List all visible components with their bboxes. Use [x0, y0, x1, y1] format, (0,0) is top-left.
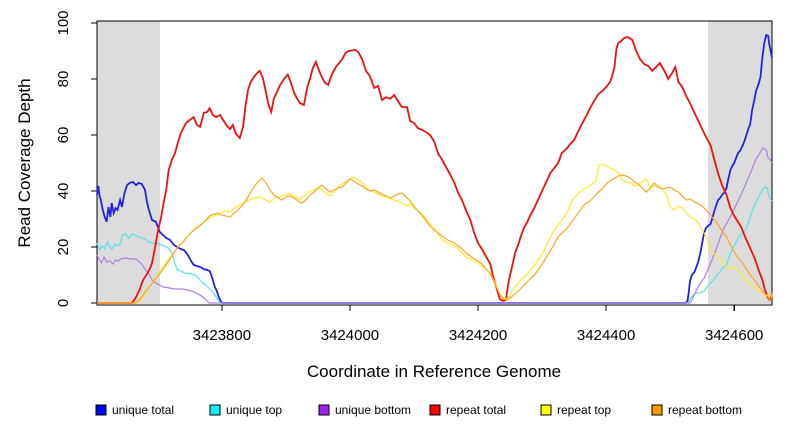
x-tick-label: 3424400	[577, 327, 635, 344]
legend-label: unique top	[226, 403, 282, 417]
y-tick-label: 0	[55, 299, 72, 307]
legend-label: unique total	[112, 403, 174, 417]
legend-item-unique-top: unique top	[209, 403, 282, 417]
series-line-layer	[96, 33, 773, 304]
series-line-unique-top	[96, 186, 773, 304]
x-tick-label: 3423800	[193, 327, 251, 344]
series-line-unique-bottom	[96, 147, 773, 304]
legend-item-unique-total: unique total	[95, 403, 174, 417]
plot-box	[96, 20, 773, 306]
y-tick-label: 80	[55, 71, 72, 88]
legend-item-unique-bottom: unique bottom	[318, 403, 411, 417]
y-axis-title: Read Coverage Depth	[15, 78, 34, 247]
legend-item-repeat-total: repeat total	[429, 403, 506, 417]
legend-swatch	[429, 404, 441, 416]
x-tick-label: 3424600	[705, 327, 763, 344]
x-axis-title: Coordinate in Reference Genome	[307, 362, 561, 381]
legend-label: repeat bottom	[668, 403, 742, 417]
legend-swatch	[540, 404, 552, 416]
legend-label: unique bottom	[335, 403, 411, 417]
axis-layer: 3423800 3424000 3424200 3424400 3424600 0 20 40…	[55, 10, 773, 344]
legend-swatch	[651, 404, 663, 416]
chart-legend: unique total unique top unique bottom repea…	[95, 403, 742, 417]
legend-swatch	[95, 404, 107, 416]
y-tick-label: 20	[55, 239, 72, 256]
legend-label: repeat total	[446, 403, 506, 417]
x-tick-label: 3424000	[321, 327, 379, 344]
y-tick-label: 100	[55, 10, 72, 35]
shaded-band-layer	[97, 21, 772, 304]
x-tick-label: 3424200	[449, 327, 507, 344]
series-line-repeat-bottom	[97, 174, 773, 304]
legend-label: repeat top	[557, 403, 611, 417]
series-line-repeat-top	[97, 163, 772, 304]
y-tick-label: 40	[55, 183, 72, 200]
series-line-unique-total	[96, 33, 773, 304]
legend-item-repeat-top: repeat top	[540, 403, 611, 417]
y-tick-label: 60	[55, 127, 72, 144]
legend-item-repeat-bottom: repeat bottom	[651, 403, 742, 417]
series-line-repeat-total	[97, 36, 773, 304]
legend-swatch	[209, 404, 221, 416]
legend-swatch	[318, 404, 330, 416]
shaded-region	[97, 21, 160, 304]
